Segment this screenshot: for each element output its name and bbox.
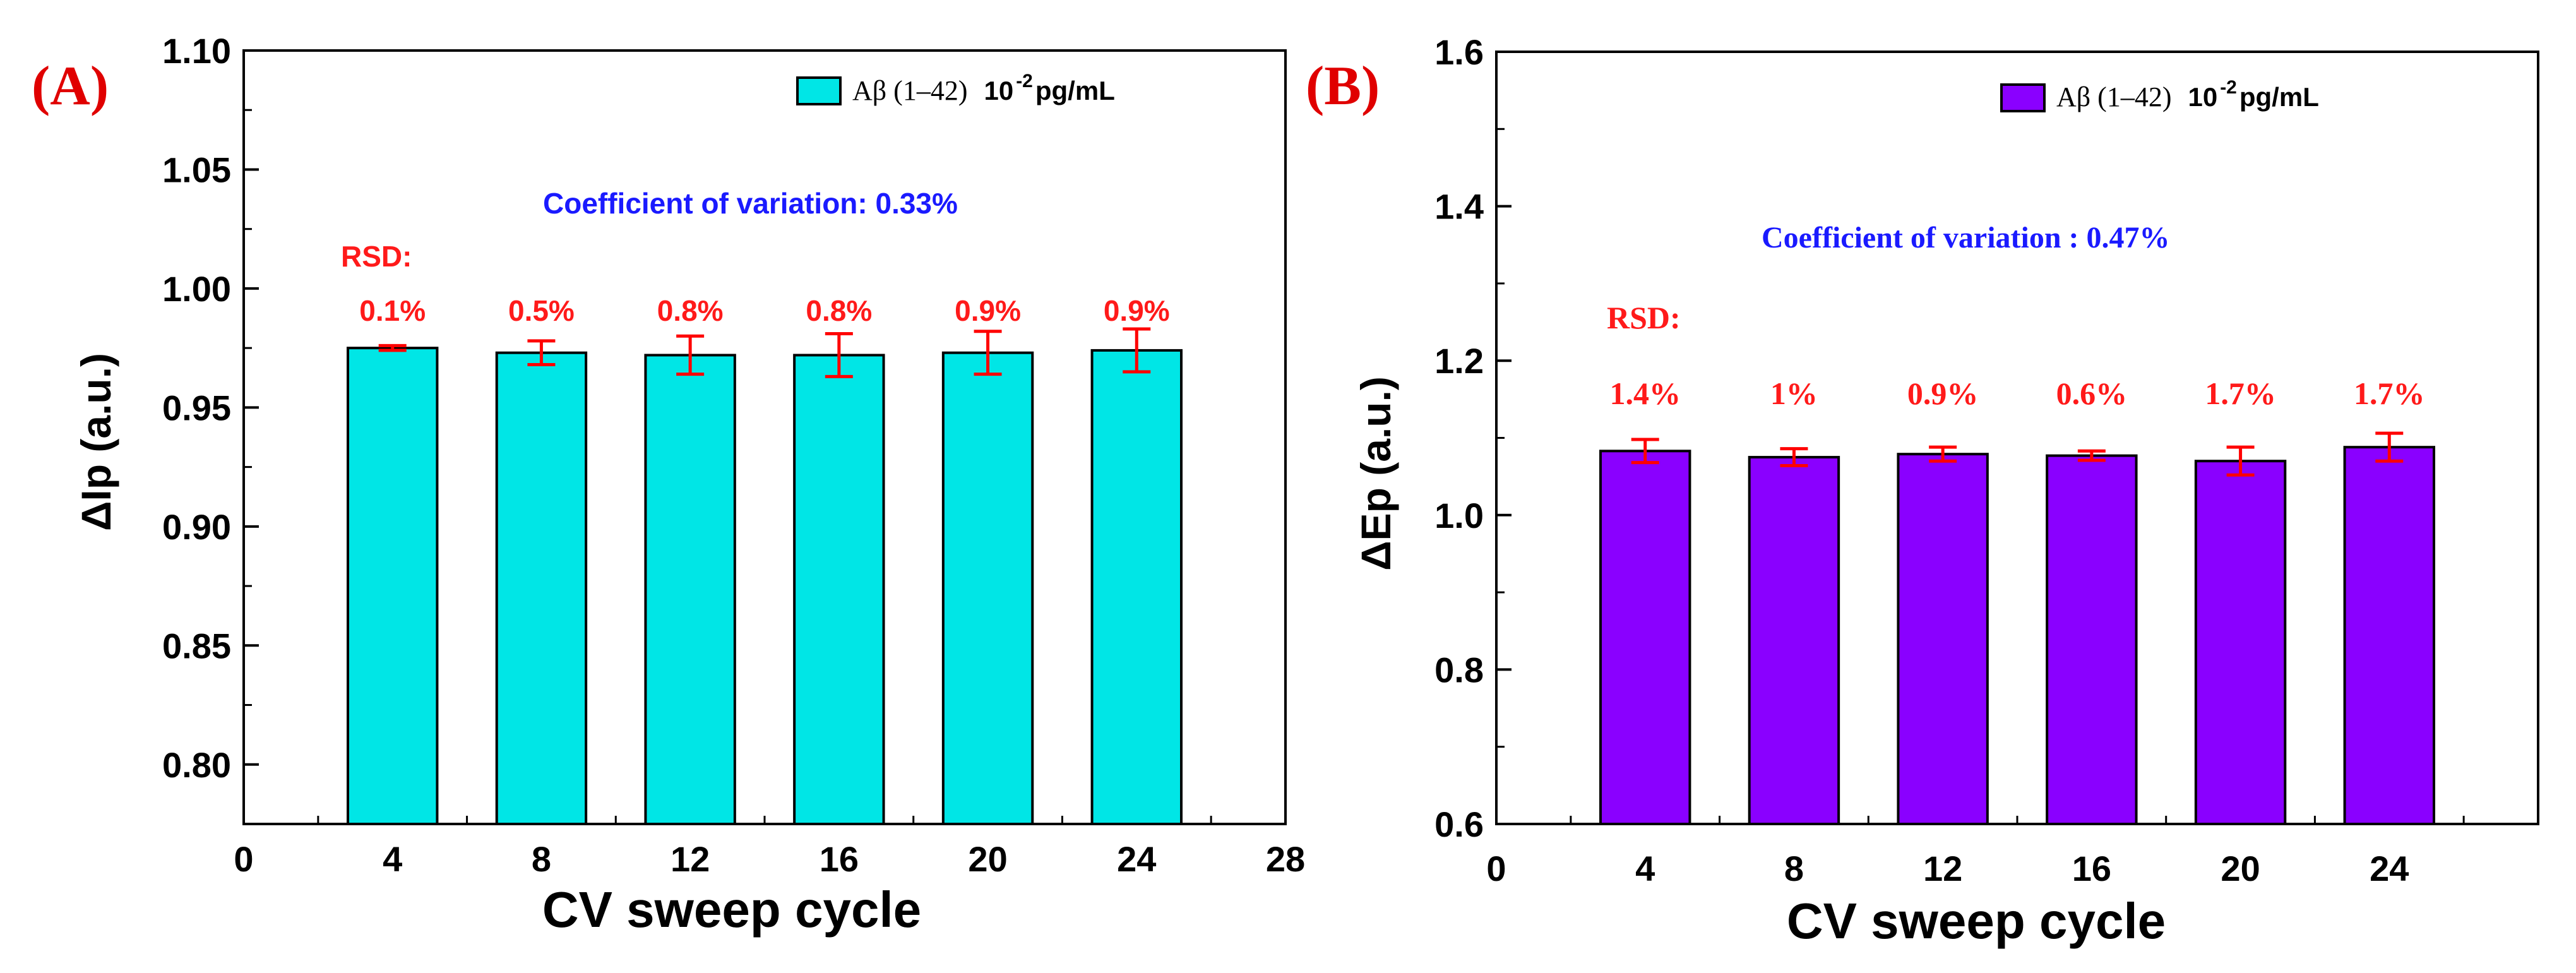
bars-group-b: 0.6 0.8 1.0 1.2 1.4 1.6 0 4 8 12 16 20 24 1.4% 1% 0.9% 0… [1434, 32, 2465, 888]
error-bar-a-0 [378, 343, 407, 352]
bar-b-4 [2194, 460, 2287, 825]
x-tick-label-b-6: 24 [2370, 849, 2409, 888]
y-tick-label-b-1: 0.8 [1434, 650, 1484, 689]
bar-b-0 [1599, 450, 1691, 825]
legend-b: Aβ (1–42) 10 -2 pg/mL [2000, 77, 2319, 112]
legend-conc-a: 10 [984, 76, 1013, 105]
x-tick-label-a-1: 4 [383, 839, 402, 879]
chart-a: (A) ΔIp (a.u.) CV sweep cycle Aβ (1–42) … [32, 31, 1305, 938]
legend-a: Aβ (1–42) 10 -2 pg/mL [796, 71, 1115, 106]
bar-b-3 [2046, 454, 2138, 825]
legend-unit-b: pg/mL [2239, 82, 2319, 112]
error-bar-b-3 [2077, 449, 2106, 462]
rsd-label-b-0: 1.4% [1609, 376, 1681, 411]
x-tick-label-a-7: 28 [1266, 839, 1305, 879]
legend-exp-b: -2 [2220, 77, 2237, 98]
rsd-label-a-4: 0.9% [955, 294, 1021, 327]
error-bar-b-0 [1631, 438, 1659, 465]
legend-exp-a: -2 [1016, 71, 1033, 92]
plot-frame-b [1495, 51, 2539, 825]
y-axis-label-b: ΔEp (a.u.) [1352, 376, 1399, 571]
cv-text-b: Coefficient of variation : 0.47% [1762, 221, 2170, 254]
rsd-label-b-3: 0.6% [2056, 376, 2128, 411]
x-tick-label-b-4: 16 [2072, 849, 2111, 888]
x-tick-label-b-1: 4 [1635, 849, 1655, 888]
x-tick-label-a-0: 0 [234, 839, 253, 879]
y-tick-label-b-4: 1.4 [1434, 187, 1484, 227]
x-tick-label-a-6: 24 [1117, 839, 1156, 879]
x-axis-label-a: CV sweep cycle [542, 881, 921, 938]
bar-a-4 [941, 351, 1034, 825]
bar-a-2 [644, 354, 736, 825]
x-tick-label-b-5: 20 [2221, 849, 2260, 888]
x-axis-label-b: CV sweep cycle [1787, 893, 2166, 949]
x-tick-label-b-3: 12 [1923, 849, 1962, 888]
y-tick-label-a-4: 1.00 [162, 269, 231, 309]
legend-label-a: Aβ (1–42) [852, 75, 967, 106]
rsd-label-b-1: 1% [1770, 376, 1818, 411]
error-bar-b-4 [2226, 445, 2255, 477]
rsd-label-b-2: 0.9% [1907, 376, 1979, 411]
rsd-label-a-0: 0.1% [359, 294, 426, 327]
bar-b-2 [1897, 453, 1989, 825]
y-tick-label-a-0: 0.80 [162, 745, 231, 785]
bar-a-3 [793, 354, 885, 825]
error-bar-b-1 [1780, 447, 1808, 468]
legend-unit-a: pg/mL [1035, 76, 1115, 105]
x-tick-label-b-0: 0 [1486, 849, 1506, 888]
x-tick-label-a-3: 12 [671, 839, 710, 879]
rsd-title-b: RSD: [1607, 300, 1681, 335]
svg-text:Aβ (1–42) 10 -: Aβ (1–42) 10 -2 pg/mL [852, 71, 1115, 106]
error-bar-a-2 [676, 334, 705, 376]
bar-b-5 [2343, 446, 2436, 825]
plot-frame-a [242, 49, 1287, 825]
legend-swatch-a [796, 76, 842, 105]
bar-a-1 [495, 351, 588, 825]
bars-group-a: 0.80 0.85 0.90 0.95 1.00 1.05 1.10 0 4 8 12 16 20 24 2… [162, 31, 1305, 879]
cv-text-a: Coefficient of variation: 0.33% [543, 187, 958, 220]
rsd-label-a-5: 0.9% [1104, 294, 1170, 327]
y-tick-label-a-5: 1.05 [162, 150, 231, 189]
y-tick-label-b-5: 1.6 [1434, 32, 1484, 72]
y-tick-label-b-3: 1.2 [1434, 341, 1484, 381]
error-bar-a-4 [974, 330, 1002, 376]
x-tick-label-a-5: 20 [968, 839, 1007, 879]
y-axis-label-a: ΔIp (a.u.) [73, 353, 119, 531]
y-tick-label-b-2: 1.0 [1434, 496, 1484, 535]
rsd-label-a-3: 0.8% [806, 294, 872, 327]
error-bar-a-3 [825, 332, 853, 378]
legend-swatch-b [2000, 83, 2046, 112]
y-tick-label-a-1: 0.85 [162, 626, 231, 666]
error-bar-a-5 [1123, 327, 1151, 374]
x-tick-label-a-4: 16 [820, 839, 859, 879]
chart-b: (B) ΔEp (a.u.) CV sweep cycle Aβ (1–42) … [1306, 32, 2539, 949]
error-bar-a-1 [527, 339, 556, 367]
rsd-label-b-4: 1.7% [2205, 376, 2276, 411]
rsd-label-a-1: 0.5% [508, 294, 575, 327]
rsd-label-b-5: 1.7% [2354, 376, 2425, 411]
bar-b-1 [1748, 456, 1840, 825]
bar-a-0 [347, 347, 439, 825]
panel-label-a: (A) [32, 56, 109, 117]
y-tick-label-a-2: 0.90 [162, 507, 231, 547]
x-tick-label-a-2: 8 [532, 839, 551, 879]
bar-a-5 [1090, 349, 1183, 825]
rsd-title-a: RSD: [341, 240, 412, 273]
error-bar-b-5 [2375, 431, 2404, 463]
rsd-label-a-2: 0.8% [657, 294, 724, 327]
error-bar-b-2 [1929, 445, 1957, 463]
y-tick-label-a-6: 1.10 [162, 31, 231, 71]
x-tick-label-b-2: 8 [1784, 849, 1804, 888]
y-tick-label-b-0: 0.6 [1434, 804, 1484, 844]
panel-label-b: (B) [1306, 56, 1380, 117]
y-tick-label-a-3: 0.95 [162, 388, 231, 427]
legend-conc-b: 10 [2188, 82, 2217, 112]
legend-label-b: Aβ (1–42) [2056, 81, 2171, 112]
svg-text:Aβ (1–42) 10 -: Aβ (1–42) 10 -2 pg/mL [2056, 77, 2319, 112]
